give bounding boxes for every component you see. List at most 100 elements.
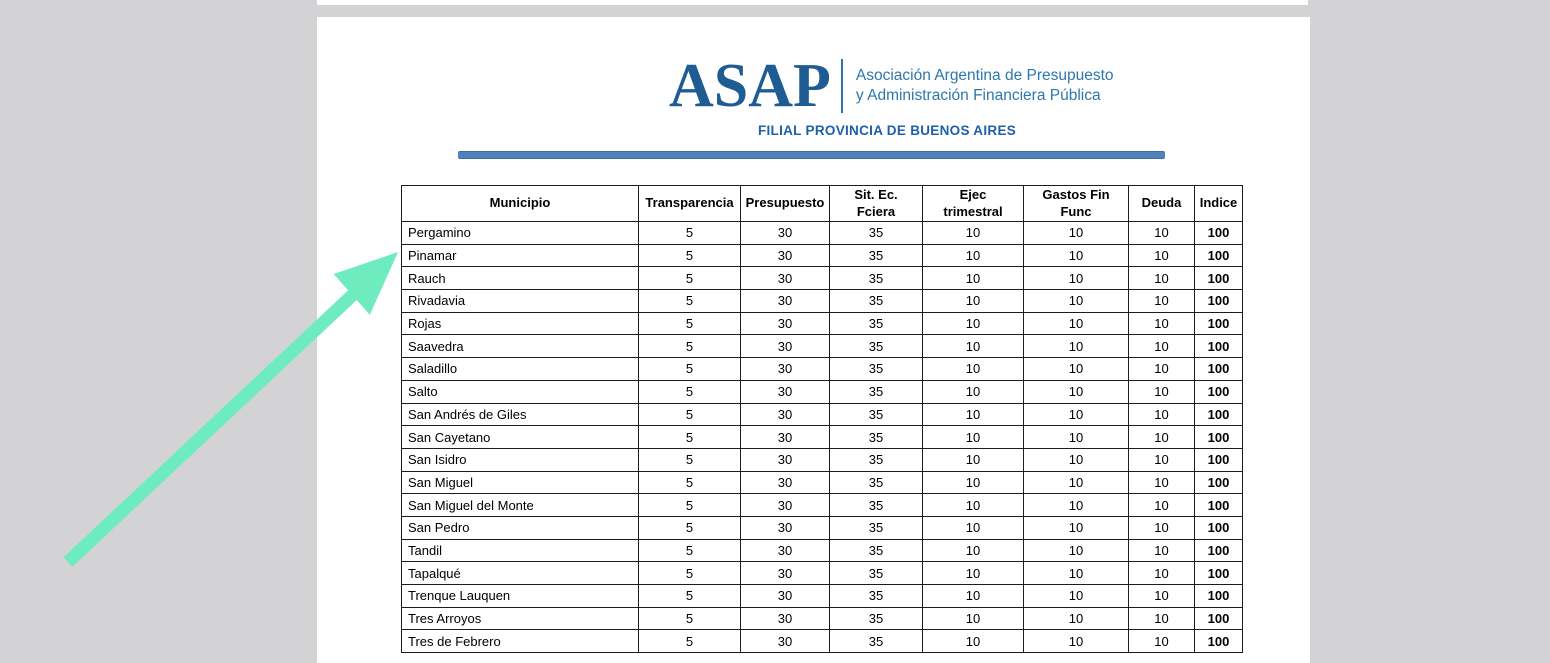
cell-gastos-fin-func: 10 <box>1023 243 1129 268</box>
cell-transparencia: 5 <box>638 311 741 336</box>
cell-indice: 100 <box>1194 515 1243 540</box>
table-row: Saladillo 5 30 35 10 10 10 100 <box>401 357 1243 381</box>
cell-indice: 100 <box>1194 447 1243 472</box>
cell-ejec-trimestral: 10 <box>922 289 1024 313</box>
cell-gastos-fin-func: 10 <box>1023 221 1129 245</box>
table-row: San Miguel 5 30 35 10 10 10 100 <box>401 470 1243 495</box>
cell-presupuesto: 30 <box>740 221 830 245</box>
cell-indice: 100 <box>1194 561 1243 585</box>
cell-transparencia: 5 <box>638 357 741 381</box>
cell-deuda: 10 <box>1128 289 1195 313</box>
cell-sit-ec-fciera: 35 <box>829 447 923 472</box>
cell-gastos-fin-func: 10 <box>1023 584 1129 608</box>
cell-gastos-fin-func: 10 <box>1023 493 1129 517</box>
header-row: Municipio Transparencia Presupuesto Sit. Ec… <box>401 185 1243 222</box>
header-rule <box>458 151 1165 159</box>
cell-indice: 100 <box>1194 221 1243 245</box>
cell-deuda: 10 <box>1128 584 1195 608</box>
org-name: Asociación Argentina de Presupuesto y Ad… <box>856 66 1114 107</box>
cell-transparencia: 5 <box>638 402 741 427</box>
column-header-gastos-fin-func: Gastos Fin Func <box>1023 185 1129 222</box>
cell-presupuesto: 30 <box>740 447 830 472</box>
cell-sit-ec-fciera: 35 <box>829 561 923 585</box>
cell-presupuesto: 30 <box>740 266 830 291</box>
cell-indice: 100 <box>1194 538 1243 563</box>
cell-gastos-fin-func: 10 <box>1023 266 1129 291</box>
cell-sit-ec-fciera: 35 <box>829 470 923 495</box>
cell-presupuesto: 30 <box>740 379 830 404</box>
cell-transparencia: 5 <box>638 629 741 654</box>
cell-gastos-fin-func: 10 <box>1023 402 1129 427</box>
cell-indice: 100 <box>1194 425 1243 449</box>
cell-sit-ec-fciera: 35 <box>829 584 923 608</box>
cell-deuda: 10 <box>1128 447 1195 472</box>
table-row: Saavedra 5 30 35 10 10 10 100 <box>401 334 1243 359</box>
cell-presupuesto: 30 <box>740 402 830 427</box>
cell-transparencia: 5 <box>638 538 741 563</box>
cell-transparencia: 5 <box>638 379 741 404</box>
cell-deuda: 10 <box>1128 515 1195 540</box>
cell-municipio: Tapalqué <box>401 561 639 585</box>
table-row: Rojas 5 30 35 10 10 10 100 <box>401 311 1243 336</box>
table-row: Tres de Febrero 5 30 35 10 10 10 100 <box>401 629 1243 654</box>
cell-presupuesto: 30 <box>740 561 830 585</box>
cell-deuda: 10 <box>1128 379 1195 404</box>
cell-indice: 100 <box>1194 266 1243 291</box>
cell-transparencia: 5 <box>638 266 741 291</box>
cell-deuda: 10 <box>1128 425 1195 449</box>
cell-sit-ec-fciera: 35 <box>829 334 923 359</box>
previous-page-edge <box>317 0 1308 5</box>
score-table-body: Pergamino 5 30 35 10 10 10 100 Pinamar 5 30 35 10 10 1… <box>401 221 1243 654</box>
score-table-head: Municipio Transparencia Presupuesto Sit. Ec… <box>401 185 1243 222</box>
cell-presupuesto: 30 <box>740 538 830 563</box>
logo-divider <box>840 59 843 113</box>
cell-deuda: 10 <box>1128 538 1195 563</box>
cell-deuda: 10 <box>1128 311 1195 336</box>
cell-sit-ec-fciera: 35 <box>829 629 923 654</box>
cell-ejec-trimestral: 10 <box>922 515 1024 540</box>
cell-gastos-fin-func: 10 <box>1023 470 1129 495</box>
cell-transparencia: 5 <box>638 289 741 313</box>
cell-municipio: San Andrés de Giles <box>401 402 639 427</box>
cell-sit-ec-fciera: 35 <box>829 221 923 245</box>
cell-ejec-trimestral: 10 <box>922 221 1024 245</box>
cell-ejec-trimestral: 10 <box>922 629 1024 654</box>
cell-gastos-fin-func: 10 <box>1023 334 1129 359</box>
cell-gastos-fin-func: 10 <box>1023 538 1129 563</box>
cell-indice: 100 <box>1194 402 1243 427</box>
cell-municipio: Rojas <box>401 311 639 336</box>
document-page: ASAP Asociación Argentina de Presupuesto… <box>317 17 1310 663</box>
cell-municipio: Tres Arroyos <box>401 606 639 631</box>
cell-deuda: 10 <box>1128 357 1195 381</box>
cell-municipio: Pergamino <box>401 221 639 245</box>
cell-transparencia: 5 <box>638 584 741 608</box>
cell-deuda: 10 <box>1128 470 1195 495</box>
table-row: Salto 5 30 35 10 10 10 100 <box>401 379 1243 404</box>
cell-presupuesto: 30 <box>740 470 830 495</box>
cell-ejec-trimestral: 10 <box>922 447 1024 472</box>
table-row: Tres Arroyos 5 30 35 10 10 10 100 <box>401 606 1243 631</box>
cell-municipio: Saavedra <box>401 334 639 359</box>
table-row: Rivadavia 5 30 35 10 10 10 100 <box>401 289 1243 313</box>
cell-sit-ec-fciera: 35 <box>829 402 923 427</box>
cell-ejec-trimestral: 10 <box>922 425 1024 449</box>
cell-presupuesto: 30 <box>740 334 830 359</box>
cell-municipio: Trenque Lauquen <box>401 584 639 608</box>
asap-logo: ASAP Asociación Argentina de Presupuesto… <box>669 55 1114 117</box>
cell-sit-ec-fciera: 35 <box>829 538 923 563</box>
cell-deuda: 10 <box>1128 243 1195 268</box>
cell-presupuesto: 30 <box>740 425 830 449</box>
column-header-ejec-trimestral: Ejec trimestral <box>922 185 1024 222</box>
cell-municipio: Pinamar <box>401 243 639 268</box>
cell-ejec-trimestral: 10 <box>922 334 1024 359</box>
column-header-deuda: Deuda <box>1128 185 1195 222</box>
cell-presupuesto: 30 <box>740 357 830 381</box>
org-name-line2: y Administración Financiera Pública <box>855 87 1101 104</box>
cell-indice: 100 <box>1194 243 1243 268</box>
cell-municipio: Tres de Febrero <box>401 629 639 654</box>
cell-transparencia: 5 <box>638 470 741 495</box>
cell-ejec-trimestral: 10 <box>922 584 1024 608</box>
cell-deuda: 10 <box>1128 402 1195 427</box>
table-row: San Pedro 5 30 35 10 10 10 100 <box>401 515 1243 540</box>
